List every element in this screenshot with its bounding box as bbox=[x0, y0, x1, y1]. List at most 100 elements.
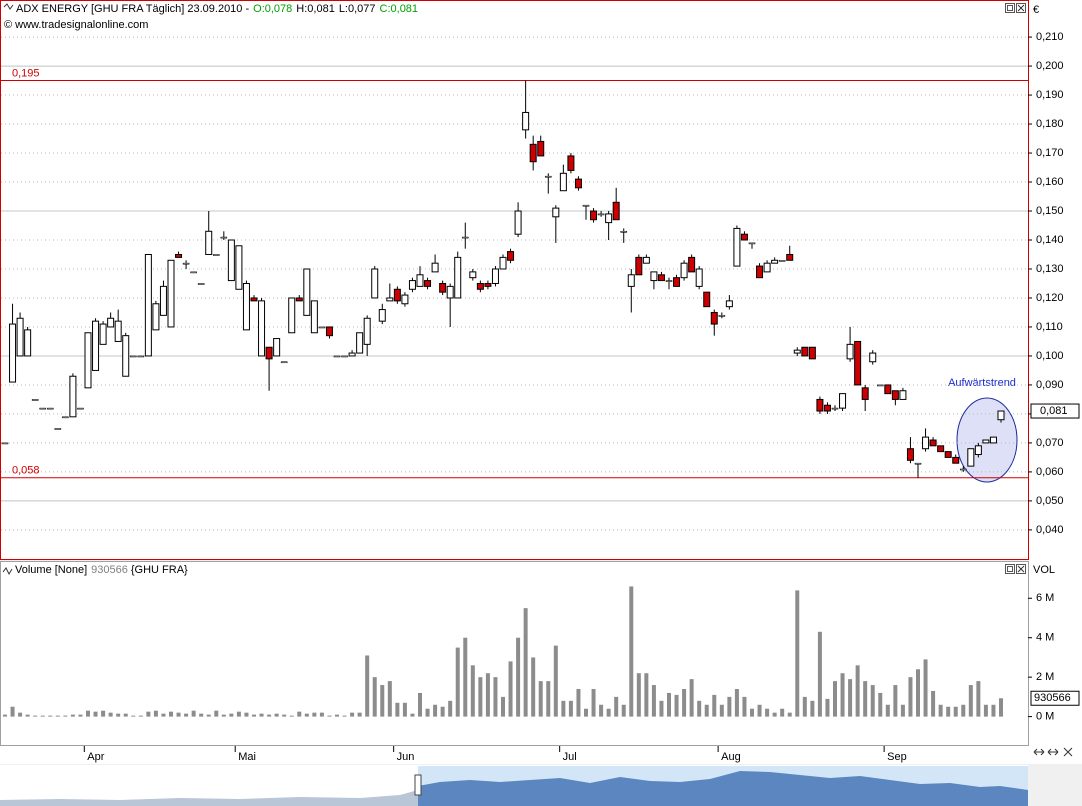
candle-body bbox=[876, 384, 884, 387]
volume-bar bbox=[923, 659, 928, 717]
volume-bar bbox=[576, 688, 581, 717]
volume-bar bbox=[538, 681, 543, 717]
candle-body bbox=[318, 326, 326, 329]
maximize-button[interactable] bbox=[1005, 3, 1015, 13]
candle-body bbox=[989, 436, 997, 444]
candle-body bbox=[688, 256, 696, 273]
candle-body bbox=[175, 253, 183, 258]
zoom-icon[interactable] bbox=[1047, 748, 1059, 756]
candle-body bbox=[424, 280, 432, 287]
volume-bar bbox=[274, 713, 279, 717]
volume-bar bbox=[621, 704, 626, 717]
volume-bar bbox=[169, 711, 173, 717]
volume-bar bbox=[402, 702, 407, 717]
volume-bar bbox=[523, 608, 528, 717]
candle-body bbox=[137, 355, 145, 358]
close-icon[interactable] bbox=[1063, 747, 1073, 757]
volume-bar bbox=[614, 696, 619, 717]
volume-bar bbox=[516, 637, 521, 717]
volume-bar bbox=[931, 690, 936, 717]
y-tick-label: 0,150 bbox=[1036, 205, 1064, 217]
candle-body bbox=[929, 439, 937, 447]
volume-bar bbox=[55, 715, 60, 717]
y-tick-label: 0 M bbox=[1036, 711, 1054, 723]
candle-body bbox=[107, 317, 115, 328]
y-tick-label: 0,210 bbox=[1036, 31, 1064, 43]
volume-series-label: {GHU FRA} bbox=[131, 564, 188, 576]
candle-body bbox=[122, 335, 130, 377]
candle-body bbox=[846, 343, 854, 360]
volume-title-text: Volume [None] bbox=[15, 564, 87, 576]
candle-body bbox=[869, 352, 877, 363]
volume-bar bbox=[946, 706, 951, 717]
candle-body bbox=[1, 442, 9, 445]
volume-bar bbox=[961, 704, 966, 717]
volume-bar bbox=[191, 710, 196, 717]
scroll-icon[interactable] bbox=[1033, 748, 1045, 756]
volume-bar bbox=[561, 700, 566, 717]
candle-body bbox=[197, 283, 205, 285]
candle-body bbox=[54, 428, 62, 430]
panel-buttons[interactable] bbox=[1005, 3, 1073, 757]
candle-body bbox=[454, 256, 462, 299]
volume-bar bbox=[418, 692, 422, 717]
volume-bar bbox=[825, 698, 830, 717]
candle-body bbox=[242, 282, 250, 331]
volume-bar bbox=[485, 673, 490, 717]
candle-body bbox=[786, 253, 794, 261]
volume-bar bbox=[606, 708, 611, 717]
volume-bar bbox=[108, 712, 113, 717]
candle-body bbox=[212, 254, 220, 256]
volume-bar bbox=[870, 685, 875, 717]
volume-bar bbox=[568, 700, 573, 717]
candle-body bbox=[831, 407, 839, 410]
candle-body bbox=[823, 404, 831, 412]
candle-body bbox=[190, 271, 197, 274]
volume-bar bbox=[802, 696, 807, 717]
last-volume-marker bbox=[1030, 690, 1080, 706]
navigator-handle[interactable] bbox=[414, 774, 422, 796]
currency-label: € bbox=[1033, 4, 1039, 16]
y-tick-label: 0,190 bbox=[1036, 89, 1064, 101]
candle-body bbox=[937, 445, 945, 453]
maximize-button[interactable] bbox=[1005, 564, 1015, 574]
volume-bar bbox=[63, 715, 68, 717]
candle-body bbox=[250, 297, 258, 302]
plot-layer: 0,0400,0500,0600,0700,0800,0900,1000,110… bbox=[1, 31, 1080, 763]
volume-bar bbox=[757, 704, 762, 717]
volume-bar bbox=[976, 681, 981, 717]
candle-body bbox=[574, 178, 582, 189]
navigator[interactable] bbox=[0, 765, 1028, 806]
volume-bar bbox=[335, 714, 339, 717]
volume-bar bbox=[259, 713, 264, 717]
candle-body bbox=[884, 384, 892, 395]
candle-body bbox=[605, 213, 613, 224]
candle-body bbox=[997, 410, 1005, 421]
volume-bar bbox=[712, 694, 717, 717]
candle-body bbox=[952, 456, 960, 464]
candle-body bbox=[612, 201, 620, 221]
candle-body bbox=[77, 407, 84, 410]
candle-body bbox=[635, 256, 643, 276]
candle-body bbox=[386, 297, 394, 302]
volume-last-value: 930566 bbox=[91, 564, 128, 576]
volume-bar bbox=[101, 710, 106, 717]
volume-bar bbox=[697, 700, 702, 717]
candle-body bbox=[235, 245, 243, 290]
volume-bar bbox=[893, 685, 898, 717]
volume-bar bbox=[968, 685, 973, 717]
candle-body bbox=[356, 332, 364, 354]
volume-bar bbox=[455, 647, 460, 717]
candle-body bbox=[771, 259, 779, 264]
y-tick-label: 4 M bbox=[1036, 632, 1054, 644]
volume-bar bbox=[787, 712, 792, 717]
volume-bar bbox=[440, 706, 445, 717]
candle-body bbox=[620, 230, 628, 233]
volume-bar bbox=[433, 704, 438, 717]
candle-body bbox=[333, 355, 341, 358]
y-tick-label: 0,090 bbox=[1036, 379, 1064, 391]
candle-body bbox=[808, 346, 816, 360]
time-axis-area bbox=[0, 746, 1082, 764]
y-tick-label: 2 M bbox=[1036, 671, 1054, 683]
volume-bar bbox=[840, 673, 845, 717]
